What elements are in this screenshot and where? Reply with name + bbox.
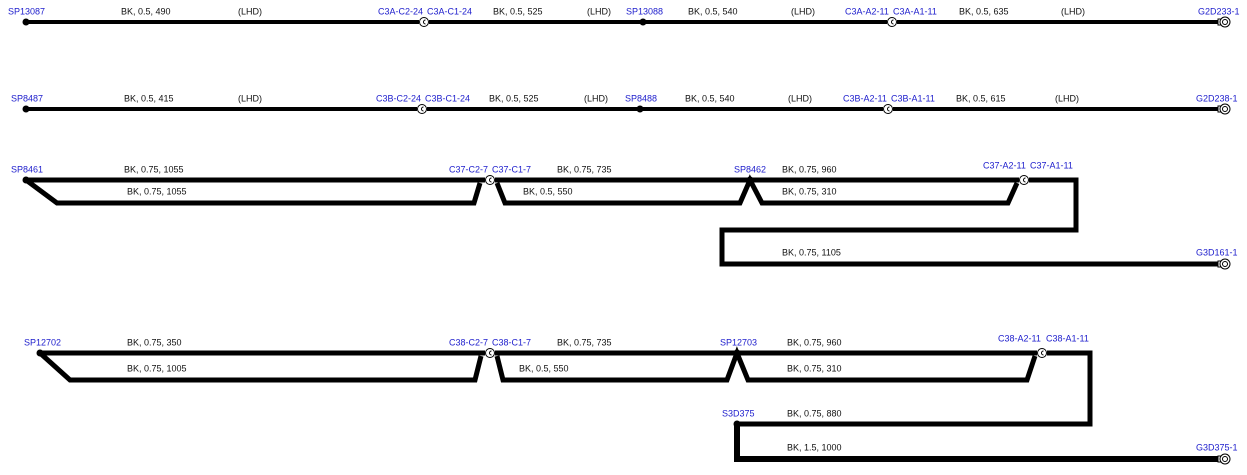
wire-spec: BK, 0.75, 310 <box>787 363 842 373</box>
component-label: SP8488 <box>625 93 657 103</box>
wire-spec: BK, 0.5, 540 <box>685 93 735 103</box>
component-label: C37-C2-7 <box>449 164 488 174</box>
wire <box>494 174 1020 206</box>
component-label: C38-C2-7 <box>449 337 488 347</box>
wire-spec: BK, 0.5, 525 <box>489 93 539 103</box>
component-label: C37-A1-11 <box>1030 160 1073 170</box>
component-label: SP13088 <box>626 6 663 16</box>
wire <box>737 350 1093 427</box>
wire-spec: BK, 0.75, 310 <box>782 186 837 196</box>
labels: SP13087 BK, 0.5, 490 (LHD) C3A-C2-24 C3A-C1-… <box>8 6 1240 452</box>
wire-spec: (LHD) <box>791 6 815 16</box>
wire <box>734 424 1220 462</box>
component-label: G3D161-1 <box>1196 247 1238 257</box>
splice-dot <box>746 176 754 184</box>
wire-spec: (LHD) <box>788 93 812 103</box>
wire-spec: (LHD) <box>1061 6 1085 16</box>
connector-pin <box>887 106 890 112</box>
connector-pin <box>421 106 424 112</box>
wire <box>24 177 483 206</box>
component-label: SP8487 <box>11 93 43 103</box>
component-label: C3B-C1-24 <box>425 93 470 103</box>
component-label: SP8461 <box>11 164 43 174</box>
component-label: C3A-C1-24 <box>427 6 472 16</box>
wire-spec: (LHD) <box>587 6 611 16</box>
connector-pin <box>891 19 894 25</box>
connector-pin <box>1041 350 1044 356</box>
splice-dot <box>733 420 741 428</box>
terminal-ring <box>1222 261 1228 267</box>
connector-pin <box>489 350 492 356</box>
wire <box>719 177 1220 267</box>
component-label: C37-C1-7 <box>492 164 531 174</box>
wire-spec: BK, 0.5, 550 <box>519 363 569 373</box>
wire-spec: BK, 0.75, 1105 <box>782 247 841 257</box>
wire-spec: BK, 0.75, 1005 <box>127 363 187 373</box>
component-label: S3D375 <box>722 408 755 418</box>
terminal-ring <box>1222 19 1228 25</box>
wire-spec: BK, 0.75, 960 <box>787 337 842 347</box>
terminal-ring <box>1219 453 1231 465</box>
component-label: C3B-C2-24 <box>376 93 421 103</box>
component-label: C38-A2-11 <box>998 333 1041 343</box>
wire-spec: BK, 0.75, 960 <box>782 164 837 174</box>
component-label: G2D238-1 <box>1196 93 1238 103</box>
component-label: C37-A2-11 <box>983 160 1026 170</box>
terminal-ring <box>1219 103 1231 115</box>
terminal-ring <box>1219 258 1231 270</box>
wire-spec: (LHD) <box>584 93 608 103</box>
component-label: C38-C1-7 <box>492 337 531 347</box>
wire-spec: BK, 0.75, 880 <box>787 408 842 418</box>
component-label: G2D233-1 <box>1198 6 1240 16</box>
wire-spec: BK, 0.75, 735 <box>557 337 612 347</box>
splice-dot <box>22 176 30 184</box>
connector-pin <box>423 19 426 25</box>
wire-spec: BK, 0.75, 350 <box>127 337 182 347</box>
wire-spec: BK, 0.5, 415 <box>124 93 174 103</box>
wire-spec: BK, 0.5, 525 <box>493 6 543 16</box>
splice-dot <box>636 105 644 113</box>
component-label: C3B-A2-11 <box>843 93 887 103</box>
wire-spec: BK, 0.5, 490 <box>121 6 171 16</box>
wire-spec: (LHD) <box>1055 93 1079 103</box>
connector-pin <box>489 177 492 183</box>
wire <box>494 346 1038 383</box>
component-label: C3A-A1-11 <box>893 6 937 16</box>
wire-spec: BK, 0.75, 1055 <box>124 164 184 174</box>
splice-dot <box>36 349 44 357</box>
component-label: C38-A1-11 <box>1046 333 1089 343</box>
splice-dot <box>22 105 30 113</box>
wire-spec: BK, 0.75, 735 <box>557 164 612 174</box>
component-label: SP13087 <box>8 6 45 16</box>
symbols <box>22 16 1231 465</box>
terminal-ring <box>1222 456 1228 462</box>
wire-spec: BK, 0.5, 540 <box>688 6 738 16</box>
wire-spec: BK, 0.5, 615 <box>956 93 1006 103</box>
wire-spec: (LHD) <box>238 6 262 16</box>
splice-dot <box>639 18 647 26</box>
component-label: C3A-A2-11 <box>845 6 889 16</box>
component-label: C3A-C2-24 <box>378 6 423 16</box>
wire-spec: BK, 0.5, 635 <box>959 6 1009 16</box>
terminal-ring <box>1222 106 1228 112</box>
wire-spec: (LHD) <box>238 93 262 103</box>
wire <box>38 351 484 383</box>
splice-dot <box>733 349 741 357</box>
component-label: SP12703 <box>720 337 757 347</box>
wire-spec: BK, 0.5, 550 <box>523 186 573 196</box>
splice-dot <box>22 18 30 26</box>
connector-pin <box>1023 177 1026 183</box>
wire-spec: BK, 0.75, 1055 <box>127 186 187 196</box>
terminal-ring <box>1219 16 1231 28</box>
component-label: C3B-A1-11 <box>891 93 935 103</box>
component-label: SP8462 <box>734 164 766 174</box>
component-label: G3D375-1 <box>1196 442 1238 452</box>
component-label: SP12702 <box>24 337 61 347</box>
wire-spec: BK, 1.5, 1000 <box>787 442 842 452</box>
